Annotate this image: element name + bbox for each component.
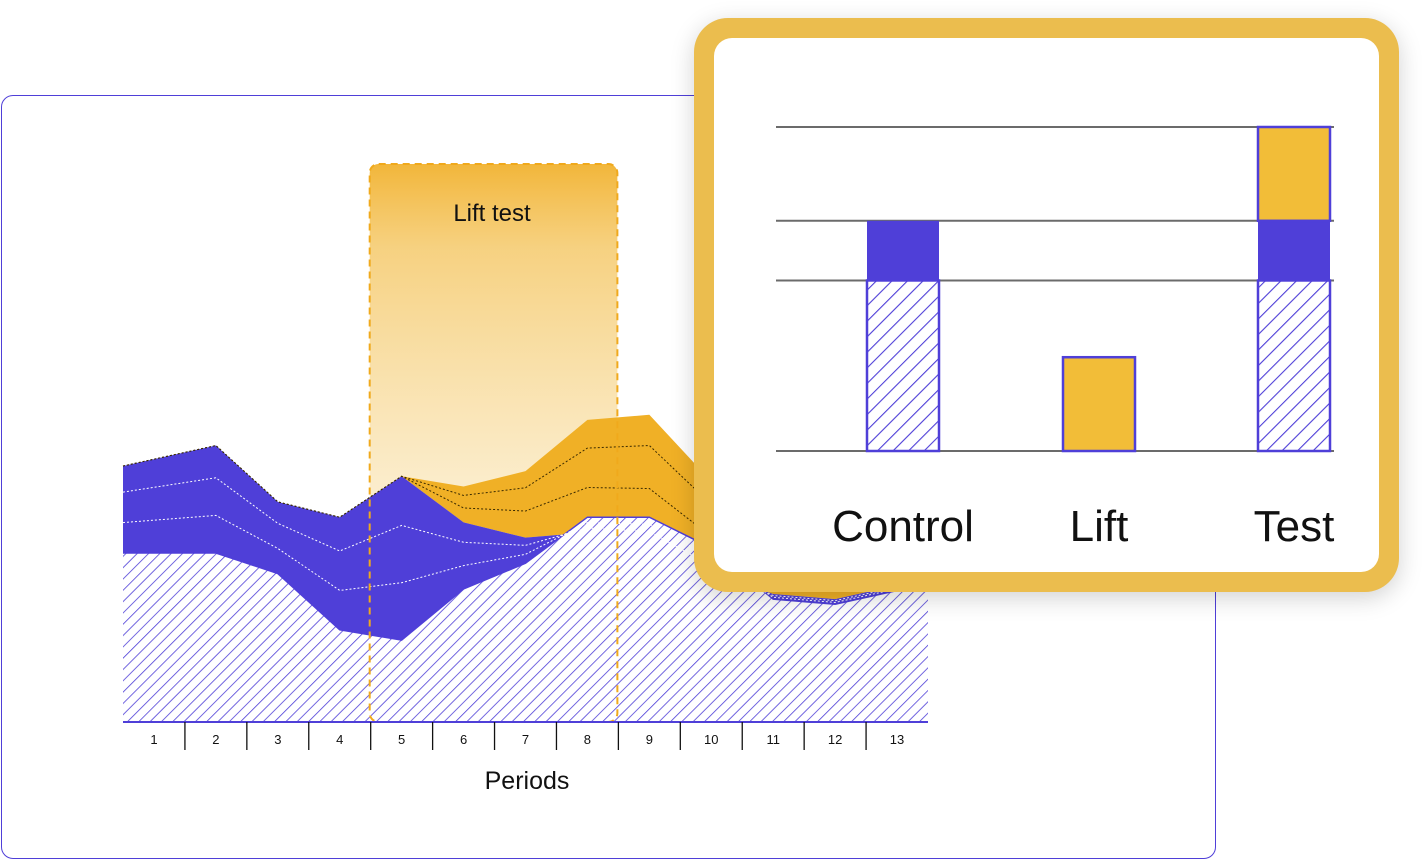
bar-test-solid-blue [1258, 220, 1330, 281]
x-tick-label: 12 [828, 732, 842, 747]
series-blue-area [123, 445, 928, 641]
inset-card: Control Lift Test [714, 38, 1379, 572]
series-hatched-line [123, 516, 929, 641]
x-tick-label: 10 [704, 732, 718, 747]
x-tick-label: 11 [766, 732, 780, 747]
x-tick-label: 8 [584, 732, 591, 747]
bar-label-control: Control [832, 502, 974, 551]
x-tick-label: 5 [398, 732, 405, 747]
lift-breakdown-inset: Control Lift Test [694, 18, 1399, 592]
x-tick-label: 9 [646, 732, 653, 747]
x-tick-label: 4 [336, 732, 343, 747]
lift-test-label: Lift test [453, 200, 531, 227]
bar-label-test: Test [1254, 502, 1335, 551]
bar-test-hatched-blue [1256, 279, 1332, 453]
x-axis-label: Periods [485, 767, 570, 795]
blue-dotted-line-2 [122, 477, 929, 602]
bar-lift-gold [1061, 355, 1137, 453]
x-axis-line [123, 721, 928, 723]
bar-chart: Control Lift Test [776, 125, 1335, 551]
x-tick-label: 6 [460, 732, 467, 747]
bar-label-lift: Lift [1070, 502, 1129, 551]
bar-test-gold [1256, 125, 1332, 223]
x-tick-label: 13 [890, 732, 904, 747]
bar-control-solid-blue [867, 220, 939, 281]
x-tick-label: 1 [150, 732, 157, 747]
bar-control-hatched-blue [865, 279, 941, 453]
x-tick-label: 2 [212, 732, 219, 747]
gold-dotted-line-2 [122, 444, 929, 554]
x-tick-label: 7 [522, 732, 529, 747]
x-tick-label: 3 [274, 732, 281, 747]
